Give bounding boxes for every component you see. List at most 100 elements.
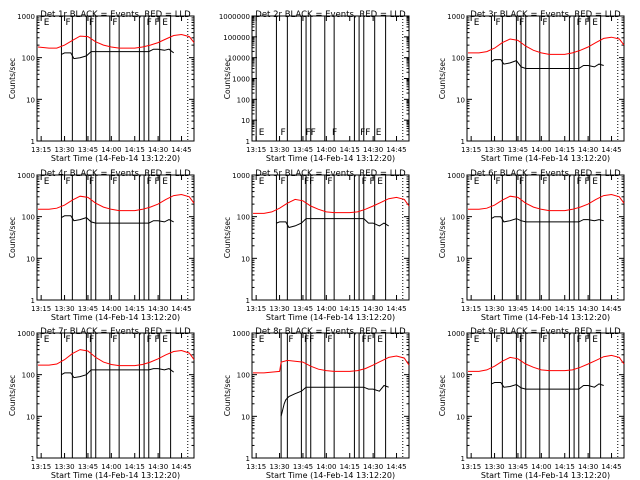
flag-label: F — [362, 177, 367, 187]
flag-label: E — [44, 177, 50, 187]
y-tick-label: 100 — [22, 214, 35, 222]
x-tick-label: 13:45 — [78, 305, 98, 313]
y-tick-label: 1 — [31, 138, 35, 146]
flag-label: F — [519, 177, 524, 187]
x-axis-label: Start Time (14-Feb-14 13:12:20) — [481, 313, 610, 322]
flag-label: F — [89, 335, 94, 345]
y-tick-label: 1000 — [17, 330, 35, 338]
detector-panel-2: Det 2r BLACK = Events, RED = LLD 1 10 100 10… — [219, 10, 410, 163]
panel-title: Det 1r BLACK = Events, RED = LLD — [40, 10, 191, 20]
flag-label: FF — [304, 335, 314, 345]
x-tick-label: 13:15 — [31, 305, 51, 313]
x-tick-label: 13:45 — [293, 305, 313, 313]
flag-label: E — [474, 335, 480, 345]
flag-label: E — [377, 335, 383, 345]
y-tick-label: 100 — [22, 372, 35, 380]
detector-panel-5: Det 5r BLACK = Events, RED = LLD 1 10 100 10… — [223, 169, 410, 322]
detector-panel-8: Det 8r BLACK = Events, RED = LLD 1 10 100 10… — [223, 327, 410, 480]
y-axis-label: Counts/sec — [223, 58, 232, 99]
flag-label: F — [154, 177, 159, 187]
panel-title: Det 4r BLACK = Events, RED = LLD — [40, 169, 191, 179]
flag-label: F — [154, 18, 159, 28]
flag-label: FF — [362, 335, 372, 345]
x-tick-label: 14:00 — [531, 146, 551, 154]
x-tick-label: 14:45 — [601, 305, 621, 313]
flag-label: F — [577, 177, 582, 187]
flag-label: F — [584, 177, 589, 187]
plot-frame — [36, 174, 195, 301]
x-tick-label: 14:45 — [386, 305, 406, 313]
flag-label: F — [369, 177, 374, 187]
y-tick-label: 1 — [31, 455, 35, 463]
flag-label: F — [154, 335, 159, 345]
y-tick-label: 1000 — [447, 172, 465, 180]
y-tick-label: 1000000 — [219, 13, 250, 21]
detector-panel-3: Det 3r BLACK = Events, RED = LLD 1 10 100 10… — [438, 10, 625, 163]
y-tick-label: 1000 — [17, 13, 35, 21]
flag-label: E — [259, 335, 265, 345]
panel-title: Det 3r BLACK = Events, RED = LLD — [470, 10, 621, 20]
y-tick-label: 10 — [456, 255, 465, 263]
flag-label: F — [542, 177, 547, 187]
panel-title: Det 2r BLACK = Events, RED = LLD — [255, 10, 406, 20]
x-tick-label: 14:00 — [101, 146, 121, 154]
y-tick-label: 100 — [237, 372, 250, 380]
panel-title: Det 7r BLACK = Events, RED = LLD — [40, 327, 191, 337]
flag-label: E — [259, 128, 265, 138]
x-tick-label: 14:30 — [363, 305, 383, 313]
x-tick-label: 13:15 — [31, 463, 51, 471]
x-axis-label: Start Time (14-Feb-14 13:12:20) — [266, 313, 395, 322]
x-tick-label: 13:30 — [269, 463, 289, 471]
flag-label: F — [89, 18, 94, 28]
y-axis-label: Counts/sec — [8, 375, 17, 416]
y-axis-label: Counts/sec — [223, 375, 232, 416]
flag-label: F — [519, 335, 524, 345]
flag-label: F — [577, 18, 582, 28]
x-tick-label: 14:15 — [340, 305, 360, 313]
y-tick-label: 100 — [452, 372, 465, 380]
panel-title: Det 9r BLACK = Events, RED = LLD — [470, 327, 621, 337]
y-tick-label: 100 — [22, 55, 35, 63]
x-tick-label: 13:45 — [508, 305, 528, 313]
y-tick-label: 10000 — [228, 55, 250, 63]
x-tick-label: 14:45 — [386, 146, 406, 154]
lld-rate-line — [468, 193, 625, 212]
lld-rate-line — [253, 196, 410, 214]
y-tick-label: 10 — [26, 413, 35, 421]
flag-label: F — [542, 335, 547, 345]
x-tick-label: 14:15 — [555, 305, 575, 313]
x-axis-label: Start Time (14-Feb-14 13:12:20) — [481, 154, 610, 163]
y-tick-label: 100 — [237, 96, 250, 104]
y-tick-label: 1 — [31, 297, 35, 305]
flag-label: E — [162, 18, 168, 28]
lld-rate-line — [468, 36, 625, 55]
flag-label: FF — [360, 128, 370, 138]
y-tick-label: 100 — [452, 55, 465, 63]
flag-label: F — [327, 335, 332, 345]
y-tick-label: 1 — [461, 138, 465, 146]
x-tick-label: 14:30 — [578, 463, 598, 471]
x-tick-label: 13:15 — [246, 463, 266, 471]
x-tick-label: 13:30 — [269, 146, 289, 154]
event-rate-line — [276, 218, 389, 229]
flag-label: E — [474, 177, 480, 187]
y-tick-label: 10 — [456, 413, 465, 421]
y-axis-label: Counts/sec — [438, 375, 447, 416]
x-tick-label: 13:45 — [508, 146, 528, 154]
flag-label: F — [66, 18, 71, 28]
detector-panel-7: Det 7r BLACK = Events, RED = LLD 1 10 100 10… — [8, 327, 195, 480]
plot-frame — [251, 332, 410, 459]
x-tick-label: 14:30 — [148, 146, 168, 154]
flag-label: F — [332, 128, 337, 138]
y-tick-label: 100000 — [223, 34, 250, 42]
y-axis-label: Counts/sec — [223, 217, 232, 258]
y-tick-label: 1000 — [447, 330, 465, 338]
panel-title: Det 8r BLACK = Events, RED = LLD — [255, 327, 406, 337]
x-tick-label: 14:30 — [148, 305, 168, 313]
x-tick-label: 14:45 — [386, 463, 406, 471]
event-rate-line — [61, 48, 175, 60]
flag-label: E — [162, 177, 168, 187]
flag-label: E — [592, 335, 598, 345]
detector-panel-6: Det 6r BLACK = Events, RED = LLD 1 10 100 10… — [438, 169, 625, 322]
x-tick-label: 13:15 — [246, 305, 266, 313]
